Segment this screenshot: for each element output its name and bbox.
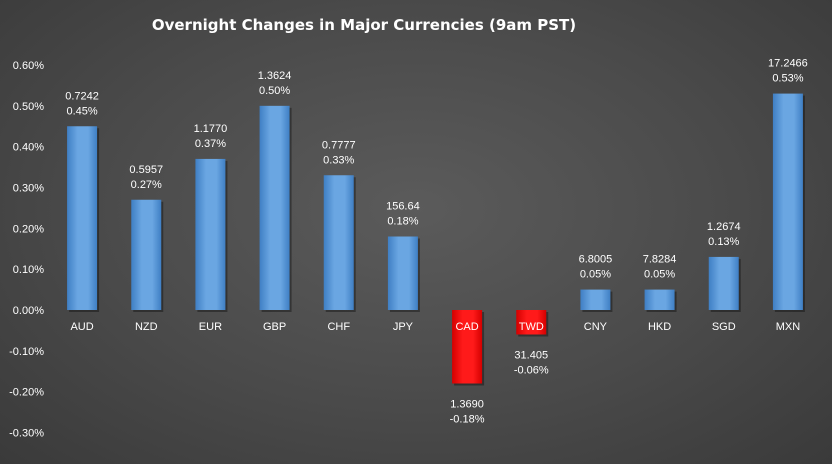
- data-label-rate: 1.3690: [450, 399, 484, 411]
- y-tick-label: 0.20%: [13, 223, 44, 235]
- bar-eur: [195, 158, 226, 310]
- y-tick-label: 0.10%: [13, 264, 44, 276]
- data-label-pct: 0.37%: [195, 138, 226, 150]
- x-tick-label: CAD: [455, 321, 478, 333]
- y-tick-label: -0.20%: [9, 387, 44, 399]
- data-label-pct: 0.18%: [387, 216, 418, 228]
- data-label-rate: 6.8005: [579, 254, 613, 266]
- x-tick-label: GBP: [263, 321, 286, 333]
- data-label-rate: 0.5957: [129, 164, 163, 176]
- y-tick-label: -0.10%: [9, 346, 44, 358]
- data-label-pct: 0.53%: [772, 73, 803, 85]
- x-tick-label: CHF: [327, 321, 350, 333]
- y-tick-label: 0.60%: [13, 60, 44, 72]
- bar-cad: [452, 310, 483, 384]
- x-tick-label: CNY: [584, 321, 608, 333]
- y-tick-label: -0.30%: [9, 428, 44, 440]
- data-label-rate: 7.8284: [643, 254, 677, 266]
- x-tick-label: JPY: [393, 321, 414, 333]
- bar-cny: [580, 289, 611, 310]
- data-label-rate: 156.64: [386, 201, 420, 213]
- x-tick-label: EUR: [199, 321, 222, 333]
- bars: [67, 93, 805, 386]
- y-tick-label: 0.50%: [13, 101, 44, 113]
- data-label-pct: 0.05%: [580, 269, 611, 281]
- data-labels: 0.7242 0.45% 0.5957 0.27% 1.1770 0.37% 1.3624 0…: [65, 58, 808, 426]
- bar-gbp: [259, 105, 290, 310]
- bar-twd: [516, 310, 547, 335]
- bar-mxn: [772, 93, 803, 310]
- data-label-rate: 0.7777: [322, 139, 356, 151]
- bar-nzd: [131, 199, 162, 310]
- x-tick-label: AUD: [70, 321, 93, 333]
- chart-title: Overnight Changes in Major Currencies (9…: [152, 16, 576, 34]
- data-label-pct: -0.18%: [450, 414, 485, 426]
- y-axis: -0.30% -0.20% -0.10% 0.00% 0.10% 0.20% 0.30% 0.…: [9, 60, 44, 440]
- data-label-rate: 1.1770: [194, 123, 228, 135]
- data-label-pct: 0.50%: [259, 85, 290, 97]
- data-label-pct: 0.45%: [66, 105, 97, 117]
- data-label-rate: 1.3624: [258, 70, 292, 82]
- y-tick-label: 0.30%: [13, 183, 44, 195]
- data-label-pct: 0.27%: [131, 179, 162, 191]
- y-tick-label: 0.00%: [13, 305, 44, 317]
- x-tick-label: TWD: [519, 321, 544, 333]
- data-label-pct: -0.06%: [514, 365, 549, 377]
- x-tick-label: MXN: [776, 321, 801, 333]
- bar-aud: [67, 126, 98, 310]
- data-label-pct: 0.13%: [708, 236, 739, 248]
- data-label-pct: 0.33%: [323, 154, 354, 166]
- x-tick-label: SGD: [712, 321, 736, 333]
- data-label-rate: 1.2674: [707, 221, 741, 233]
- x-tick-label: NZD: [135, 321, 158, 333]
- data-label-rate: 0.7242: [65, 90, 99, 102]
- bar-chf: [323, 175, 354, 310]
- bar-hkd: [644, 289, 675, 310]
- data-label-rate: 17.2466: [768, 58, 808, 70]
- data-label-rate: 31.405: [514, 350, 548, 362]
- bar-sgd: [708, 256, 739, 310]
- category-labels: AUD NZD EUR GBP CHF JPY CAD TWD CNY HKD SGD MXN: [70, 321, 800, 333]
- x-tick-label: HKD: [648, 321, 671, 333]
- bar-jpy: [387, 236, 418, 310]
- y-tick-label: 0.40%: [13, 142, 44, 154]
- data-label-pct: 0.05%: [644, 269, 675, 281]
